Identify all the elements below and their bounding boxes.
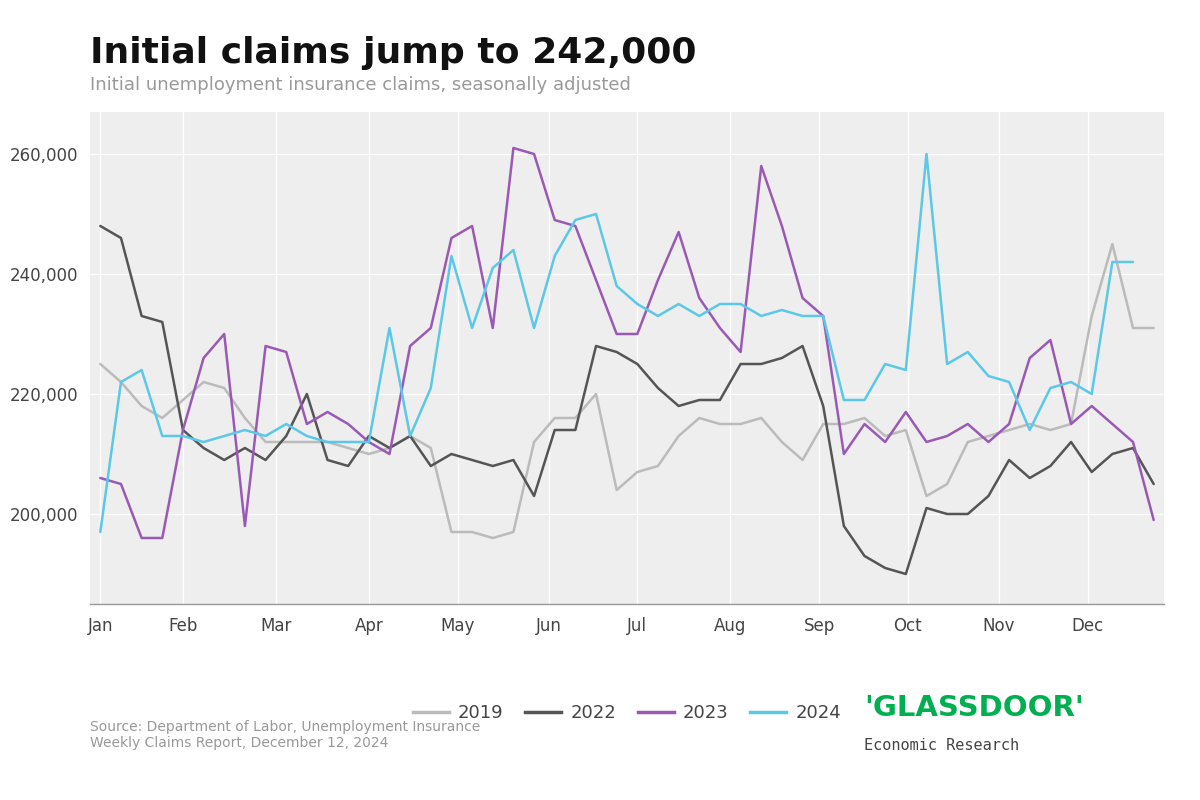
Text: 'GLASSDOOR': 'GLASSDOOR' xyxy=(864,694,1084,722)
Text: Initial unemployment insurance claims, seasonally adjusted: Initial unemployment insurance claims, s… xyxy=(90,76,631,94)
Legend: 2019, 2022, 2023, 2024: 2019, 2022, 2023, 2024 xyxy=(406,697,848,729)
Text: Economic Research: Economic Research xyxy=(864,738,1019,753)
Text: Source: Department of Labor, Unemployment Insurance
Weekly Claims Report, Decemb: Source: Department of Labor, Unemploymen… xyxy=(90,720,480,750)
Text: Initial claims jump to 242,000: Initial claims jump to 242,000 xyxy=(90,36,696,70)
